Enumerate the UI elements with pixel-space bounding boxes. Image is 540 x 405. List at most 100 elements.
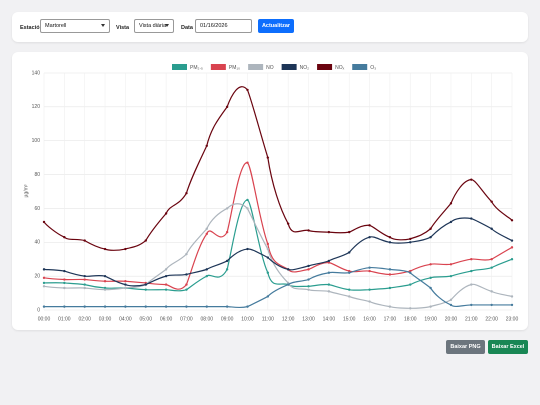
- data-point: [490, 290, 493, 293]
- data-point: [246, 247, 249, 251]
- data-point: [42, 276, 46, 280]
- data-point: [449, 220, 453, 224]
- data-point: [164, 288, 168, 291]
- data-point: [225, 259, 229, 263]
- chart-card: µg/m³ 0 20 40 60 80 100 120 140 00:00 01:00 02:00 0…: [12, 52, 528, 330]
- data-point: [124, 305, 127, 308]
- data-point: [409, 283, 412, 286]
- data-point: [63, 236, 66, 239]
- series-line: [43, 86, 513, 251]
- data-point: [409, 237, 412, 241]
- x-tick-label: 11:00: [262, 316, 274, 322]
- x-tick-label: 03:00: [99, 316, 112, 322]
- data-point: [490, 258, 493, 261]
- data-point: [63, 286, 66, 290]
- y-tick-label: 20: [34, 273, 40, 279]
- data-point: [124, 286, 127, 290]
- data-point: [83, 278, 86, 281]
- data-point: [307, 285, 310, 288]
- data-point: [429, 227, 432, 230]
- x-tick-label: 21:00: [465, 316, 478, 322]
- data-point: [307, 288, 310, 291]
- view-select[interactable]: Vista diària: [134, 19, 174, 33]
- x-tick-label: 17:00: [384, 316, 397, 322]
- data-point: [185, 305, 188, 308]
- data-point: [327, 259, 331, 263]
- x-tick-label: 10:00: [241, 316, 254, 322]
- y-tick-label: 80: [34, 172, 40, 178]
- legend-swatch: [281, 64, 297, 70]
- x-tick-label: 08:00: [201, 316, 214, 322]
- data-point: [205, 305, 208, 308]
- data-point: [327, 230, 331, 234]
- legend-swatch: [352, 64, 368, 70]
- data-point: [164, 268, 168, 271]
- data-point: [246, 207, 249, 210]
- data-point: [368, 288, 371, 291]
- data-point: [307, 264, 310, 268]
- data-point: [225, 105, 229, 109]
- legend-swatch: [317, 64, 333, 70]
- data-point: [185, 252, 188, 256]
- excel-button[interactable]: Baixar Excel: [488, 340, 528, 354]
- data-point: [368, 266, 371, 269]
- data-point: [63, 269, 66, 273]
- data-point: [205, 227, 208, 230]
- data-point: [225, 305, 229, 308]
- data-point: [307, 278, 310, 281]
- data-point: [83, 305, 86, 308]
- x-tick-label: 18:00: [404, 316, 417, 322]
- data-point: [388, 273, 392, 276]
- data-point: [490, 227, 493, 230]
- x-tick-label: 15:00: [343, 316, 356, 322]
- data-point: [388, 241, 392, 244]
- data-point: [388, 236, 392, 239]
- x-tick-label: 07:00: [180, 316, 193, 322]
- data-point: [348, 251, 351, 254]
- data-point: [429, 236, 432, 239]
- x-tick-label: 19:00: [424, 316, 437, 322]
- data-point: [266, 247, 270, 251]
- data-point: [429, 305, 432, 308]
- data-point: [307, 268, 310, 271]
- view-label: Vista: [116, 25, 130, 31]
- data-point: [205, 144, 208, 147]
- data-point: [63, 281, 66, 285]
- data-point: [185, 283, 188, 286]
- data-point: [286, 222, 290, 225]
- data-point: [266, 295, 270, 298]
- data-point: [246, 161, 249, 164]
- data-point: [327, 261, 331, 264]
- data-point: [368, 300, 371, 303]
- data-point: [490, 200, 493, 203]
- y-tick-label: 60: [34, 206, 40, 212]
- data-point: [327, 290, 331, 293]
- data-point: [368, 269, 371, 273]
- x-tick-label: 23:00: [506, 316, 519, 322]
- data-point: [286, 268, 290, 271]
- data-point: [286, 283, 290, 286]
- data-point: [388, 268, 392, 271]
- data-point: [388, 305, 392, 308]
- data-point: [124, 247, 127, 251]
- date-input[interactable]: 01/16/2026: [195, 19, 252, 33]
- data-point: [124, 280, 127, 283]
- data-point: [63, 305, 66, 308]
- x-tick-label: 14:00: [323, 316, 336, 322]
- data-point: [225, 268, 229, 271]
- station-select[interactable]: Martorell: [40, 19, 110, 33]
- update-button[interactable]: Actualitzar: [258, 19, 294, 33]
- x-tick-label: 16:00: [363, 316, 376, 322]
- data-point: [83, 274, 86, 278]
- y-tick-label: 140: [32, 70, 41, 76]
- data-point: [510, 219, 514, 222]
- data-point: [164, 274, 168, 278]
- y-axis-label: µg/m³: [23, 184, 29, 197]
- data-point: [409, 307, 412, 310]
- data-point: [144, 239, 147, 242]
- data-point: [103, 286, 107, 290]
- png-button[interactable]: Baixar PNG: [446, 340, 485, 354]
- data-point: [388, 286, 392, 290]
- data-point: [63, 278, 66, 281]
- date-label: Data: [181, 25, 193, 31]
